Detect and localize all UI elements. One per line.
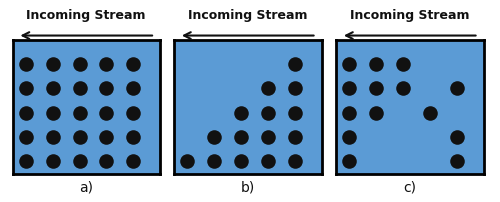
Point xyxy=(102,63,110,66)
Point xyxy=(76,112,84,115)
Text: a): a) xyxy=(79,180,93,194)
Point xyxy=(129,160,137,163)
Text: c): c) xyxy=(403,180,416,194)
Point xyxy=(129,87,137,90)
Point xyxy=(48,112,56,115)
Point xyxy=(210,160,218,163)
Point xyxy=(264,112,272,115)
Point xyxy=(237,136,245,139)
Point xyxy=(290,136,298,139)
Point xyxy=(346,63,354,66)
Point xyxy=(399,63,407,66)
Point xyxy=(76,63,84,66)
Text: Incoming Stream: Incoming Stream xyxy=(188,9,308,22)
Point xyxy=(264,160,272,163)
Point xyxy=(452,160,460,163)
Point xyxy=(452,87,460,90)
Point xyxy=(22,112,30,115)
Point xyxy=(346,136,354,139)
Point xyxy=(22,63,30,66)
Point xyxy=(129,63,137,66)
Point xyxy=(48,63,56,66)
Point xyxy=(290,87,298,90)
Point xyxy=(22,160,30,163)
Point xyxy=(48,160,56,163)
Point xyxy=(452,136,460,139)
Point xyxy=(76,87,84,90)
Point xyxy=(237,112,245,115)
Point xyxy=(264,87,272,90)
Point xyxy=(48,136,56,139)
Point xyxy=(76,136,84,139)
Point xyxy=(372,87,380,90)
Point xyxy=(102,136,110,139)
Point xyxy=(129,136,137,139)
Point xyxy=(22,87,30,90)
Point xyxy=(210,136,218,139)
Point xyxy=(48,87,56,90)
Text: Incoming Stream: Incoming Stream xyxy=(350,9,470,22)
Point xyxy=(102,112,110,115)
Point xyxy=(346,87,354,90)
Point xyxy=(129,112,137,115)
Point xyxy=(346,160,354,163)
Point xyxy=(264,136,272,139)
Point xyxy=(184,160,192,163)
Point xyxy=(290,112,298,115)
Point xyxy=(290,63,298,66)
Point xyxy=(290,160,298,163)
Point xyxy=(426,112,434,115)
Text: Incoming Stream: Incoming Stream xyxy=(26,9,146,22)
Point xyxy=(237,160,245,163)
Point xyxy=(399,87,407,90)
Point xyxy=(372,63,380,66)
Point xyxy=(76,160,84,163)
Point xyxy=(22,136,30,139)
Point xyxy=(102,87,110,90)
Text: b): b) xyxy=(240,180,255,194)
Point xyxy=(346,112,354,115)
Point xyxy=(372,112,380,115)
Point xyxy=(102,160,110,163)
